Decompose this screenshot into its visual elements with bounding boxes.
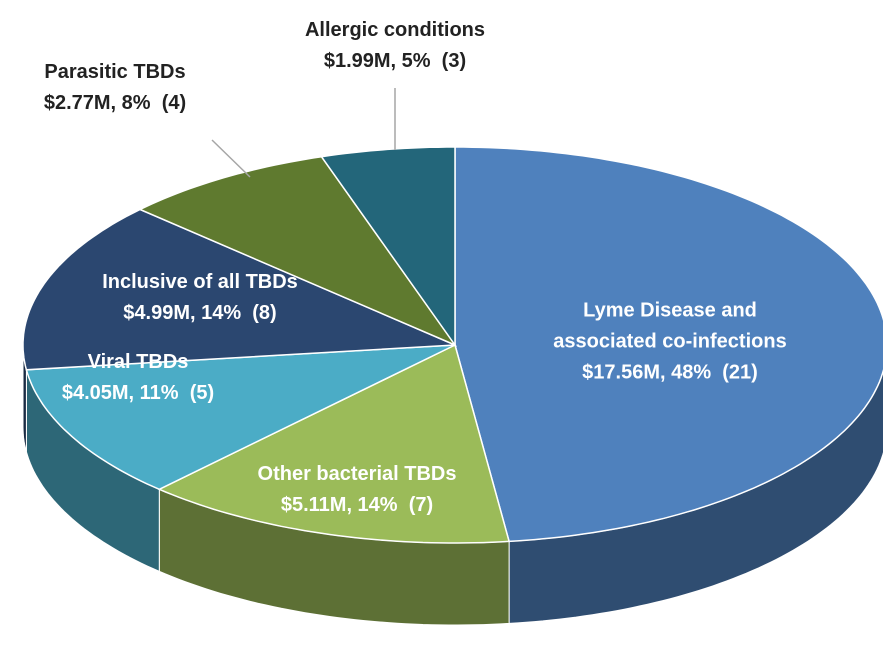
category-label: Lyme Disease and associated co-infection… [553,299,787,353]
slice [138,155,458,347]
category-label: Parasitic TBDs [44,61,186,83]
data-label: Viral TBDs $4.05M, 11% (5) [62,347,214,409]
data-label: Other bacterial TBDs $5.11M, 14% (7) [258,459,457,521]
category-label: Viral TBDs [87,351,189,373]
value-label: $4.05M, 11% (5) [61,382,215,404]
value-label: $2.77M, 8% (4) [43,92,187,114]
value-label: $1.99M, 5% (3) [323,50,467,72]
data-label: Lyme Disease and associated co-infection… [553,296,786,389]
slice [22,208,456,371]
category-label: Inclusive of all TBDs [102,271,298,293]
category-label: Other bacterial TBDs [257,463,457,485]
data-label: Parasitic TBDs $2.77M, 8% (4) [44,57,186,119]
slice [25,344,456,491]
slice [454,146,883,543]
data-label: Allergic conditions $1.99M, 5% (3) [305,15,485,77]
data-label: Inclusive of all TBDs $4.99M, 14% (8) [102,267,298,329]
slice [320,146,456,348]
value-label: $17.56M, 48% (21) [582,361,758,384]
value-label: $5.11M, 14% (7) [280,494,434,516]
category-label: Allergic conditions [304,19,486,41]
slice [157,343,511,544]
leader-line [211,139,251,178]
value-label: $4.99M, 14% (8) [123,302,277,324]
